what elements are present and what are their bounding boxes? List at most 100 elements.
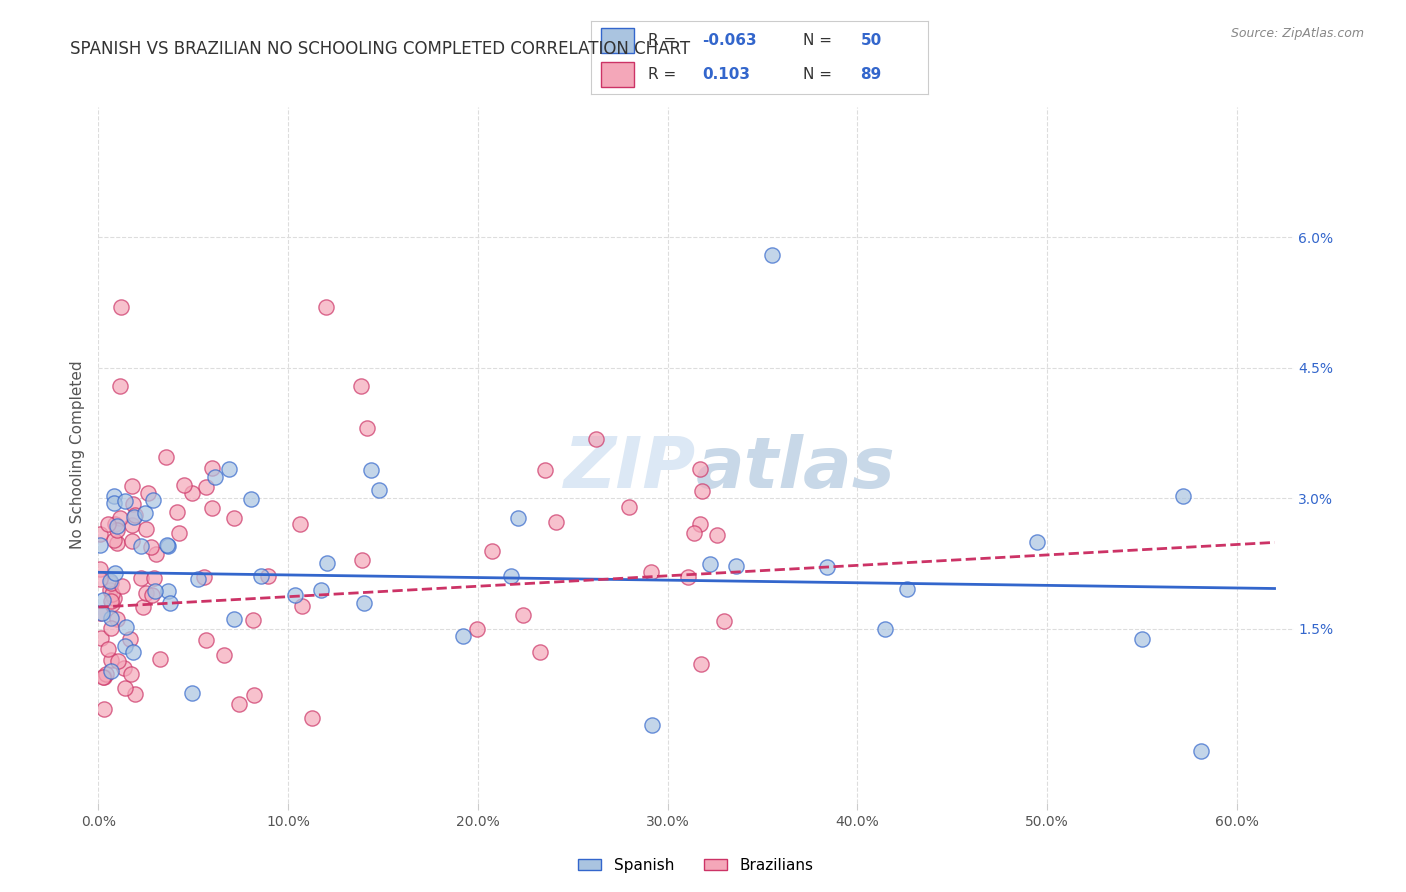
Point bbox=[896, 582, 918, 596]
Point bbox=[353, 597, 375, 611]
Point bbox=[122, 645, 145, 659]
Point bbox=[1130, 632, 1153, 647]
Point bbox=[91, 670, 114, 684]
Text: ZIP: ZIP bbox=[564, 434, 696, 503]
Point bbox=[110, 300, 132, 314]
Point bbox=[93, 670, 115, 684]
Point bbox=[1189, 744, 1212, 758]
Point bbox=[89, 572, 111, 586]
Point bbox=[143, 584, 166, 599]
Point bbox=[291, 599, 314, 613]
Text: 0.103: 0.103 bbox=[702, 67, 749, 82]
Point bbox=[352, 552, 374, 566]
Point bbox=[121, 479, 143, 493]
Point bbox=[180, 486, 202, 500]
Point bbox=[104, 517, 127, 532]
Point bbox=[149, 652, 172, 666]
Point bbox=[141, 541, 163, 555]
Point bbox=[1025, 535, 1047, 549]
Point bbox=[98, 582, 121, 597]
Point bbox=[724, 559, 747, 574]
Point bbox=[713, 615, 735, 629]
Point bbox=[103, 591, 125, 605]
Point bbox=[100, 621, 122, 635]
Text: N =: N = bbox=[803, 33, 837, 48]
Text: N =: N = bbox=[803, 67, 837, 82]
Point bbox=[284, 588, 307, 602]
Point bbox=[689, 516, 711, 531]
Point bbox=[350, 378, 373, 392]
Point bbox=[105, 536, 128, 550]
Point bbox=[114, 639, 136, 653]
Point bbox=[100, 587, 122, 601]
Point bbox=[360, 463, 382, 477]
Point bbox=[224, 511, 246, 525]
Point bbox=[173, 478, 195, 492]
Point bbox=[250, 568, 273, 582]
Point bbox=[544, 516, 567, 530]
Point bbox=[98, 574, 121, 588]
Point bbox=[156, 584, 179, 599]
Point bbox=[193, 570, 215, 584]
Point bbox=[640, 565, 662, 579]
Point bbox=[103, 533, 125, 548]
Point bbox=[201, 460, 224, 475]
Point bbox=[121, 518, 143, 533]
Point bbox=[129, 571, 152, 585]
Point bbox=[100, 594, 122, 608]
Point bbox=[114, 681, 136, 696]
FancyBboxPatch shape bbox=[600, 62, 634, 87]
Point bbox=[101, 597, 124, 611]
Point bbox=[103, 496, 125, 510]
Point bbox=[124, 508, 146, 523]
Point bbox=[90, 631, 112, 645]
Text: SPANISH VS BRAZILIAN NO SCHOOLING COMPLETED CORRELATION CHART: SPANISH VS BRAZILIAN NO SCHOOLING COMPLE… bbox=[70, 40, 690, 58]
Point bbox=[143, 571, 166, 585]
Point bbox=[167, 526, 190, 541]
Point bbox=[309, 583, 332, 598]
Point bbox=[218, 462, 240, 476]
Point bbox=[89, 607, 111, 621]
Point bbox=[617, 500, 640, 515]
Point bbox=[155, 450, 177, 464]
Text: atlas: atlas bbox=[696, 434, 896, 503]
Point bbox=[288, 517, 311, 532]
Point bbox=[89, 538, 111, 552]
Point bbox=[166, 505, 188, 519]
Point bbox=[761, 248, 783, 262]
Point bbox=[132, 600, 155, 615]
Point bbox=[89, 562, 111, 576]
Point bbox=[136, 486, 159, 500]
Point bbox=[131, 539, 153, 553]
Point bbox=[451, 629, 474, 643]
Point bbox=[155, 538, 177, 552]
Point bbox=[110, 579, 132, 593]
Point bbox=[1173, 489, 1195, 503]
Point bbox=[508, 511, 530, 525]
Point bbox=[104, 566, 127, 581]
Text: R =: R = bbox=[648, 67, 686, 82]
Point bbox=[242, 613, 264, 627]
Point bbox=[115, 620, 138, 634]
Point bbox=[141, 588, 163, 602]
Point bbox=[103, 490, 125, 504]
Point bbox=[142, 492, 165, 507]
Point bbox=[97, 642, 120, 657]
Point bbox=[315, 557, 337, 571]
Point bbox=[93, 702, 115, 716]
Point bbox=[108, 510, 131, 524]
Point bbox=[187, 572, 209, 586]
Point bbox=[228, 697, 250, 711]
Point bbox=[89, 527, 111, 541]
Point bbox=[100, 653, 122, 667]
Point bbox=[105, 518, 128, 533]
Point bbox=[120, 632, 142, 647]
Point bbox=[124, 687, 146, 701]
Point bbox=[689, 462, 711, 476]
Point bbox=[512, 607, 534, 622]
Point bbox=[157, 539, 180, 553]
Point bbox=[256, 569, 278, 583]
Point bbox=[465, 623, 488, 637]
Text: 50: 50 bbox=[860, 33, 882, 48]
Point bbox=[135, 522, 157, 536]
